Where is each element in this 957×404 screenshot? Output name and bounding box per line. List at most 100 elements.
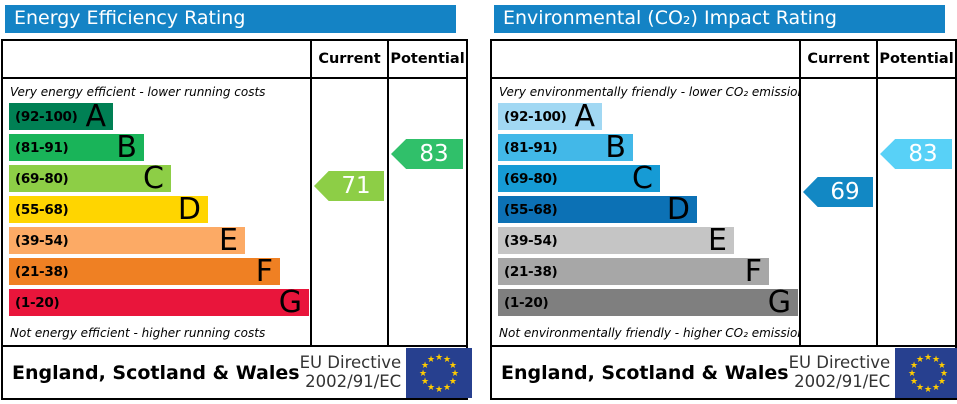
band-f: (21-38) F — [9, 254, 280, 289]
eu-directive-label: EU Directive 2002/91/EC — [299, 352, 402, 392]
panel-title: Environmental (CO₂) Impact Rating — [494, 5, 945, 33]
band-letter: A — [574, 99, 595, 134]
potential-rating-arrow: 83 — [391, 139, 463, 169]
bottom-caption: Not energy efficient - higher running co… — [10, 326, 266, 340]
band-b: (81-91) B — [498, 130, 633, 165]
table-header-row: Current Potential — [492, 41, 955, 79]
svg-text:★: ★ — [932, 355, 940, 365]
potential-column-header: Potential — [387, 41, 466, 77]
svg-text:★: ★ — [449, 361, 457, 371]
rating-table: Current Potential Very energy efficient … — [1, 39, 473, 400]
svg-text:★: ★ — [908, 369, 916, 379]
svg-text:★: ★ — [910, 377, 918, 387]
band-range-label: (1-20) — [15, 294, 60, 311]
region-label: England, Scotland & Wales — [501, 361, 789, 384]
current-rating-value: 69 — [830, 179, 860, 205]
band-letter: F — [744, 254, 762, 289]
rating-bands: (92-100) A (81-91) B (69-80) C (55-68) — [3, 99, 310, 320]
band-letter: E — [708, 223, 727, 258]
eu-directive-label: EU Directive 2002/91/EC — [788, 352, 891, 392]
band-range-label: (92-100) — [15, 108, 78, 125]
svg-text:★: ★ — [940, 369, 948, 379]
svg-text:★: ★ — [435, 385, 443, 395]
band-range-label: (69-80) — [504, 170, 558, 187]
scale-header-cell — [3, 41, 310, 77]
rating-scale: Very energy efficient - lower running co… — [3, 79, 310, 345]
table-header-row: Current Potential — [3, 41, 466, 79]
band-g: (1-20) G — [498, 285, 798, 320]
potential-rating-value: 83 — [908, 141, 938, 167]
band-letter: D — [666, 192, 690, 227]
band-e: (39-54) E — [498, 223, 734, 258]
band-d: (55-68) D — [498, 192, 697, 227]
current-rating-value: 71 — [341, 173, 371, 199]
top-caption: Very energy efficient - lower running co… — [10, 85, 266, 99]
bottom-caption: Not environmentally friendly - higher CO… — [499, 326, 799, 340]
panel-title: Energy Efficiency Rating — [5, 5, 456, 33]
rating-table: Current Potential Very environmentally f… — [490, 39, 957, 400]
band-letter: G — [278, 285, 302, 320]
svg-text:★: ★ — [938, 377, 946, 387]
potential-rating-arrow: 83 — [880, 139, 952, 169]
potential-value-cell: 83 — [876, 79, 955, 345]
svg-text:★: ★ — [427, 382, 435, 392]
band-e: (39-54) E — [9, 223, 245, 258]
band-letter: E — [219, 223, 238, 258]
svg-text:★: ★ — [924, 353, 932, 363]
band-range-label: (39-54) — [504, 232, 558, 249]
band-letter: B — [116, 130, 137, 165]
band-letter: A — [85, 99, 106, 134]
svg-text:★: ★ — [449, 377, 457, 387]
svg-text:★: ★ — [443, 382, 451, 392]
band-letter: B — [605, 130, 626, 165]
eu-directive-line1: EU Directive — [788, 352, 891, 372]
table-footer: England, Scotland & Wales EU Directive 2… — [3, 345, 473, 398]
band-a: (92-100) A — [498, 99, 602, 134]
band-letter: G — [767, 285, 791, 320]
band-range-label: (21-38) — [504, 263, 558, 280]
svg-text:★: ★ — [427, 355, 435, 365]
band-range-label: (69-80) — [15, 170, 69, 187]
eu-flag-icon: ★ ★ ★★ ★★ ★★ ★★ ★★ — [895, 347, 957, 398]
band-f: (21-38) F — [498, 254, 769, 289]
svg-text:★: ★ — [910, 361, 918, 371]
current-value-cell: 69 — [799, 79, 876, 345]
svg-text:★: ★ — [916, 355, 924, 365]
scale-header-cell — [492, 41, 799, 77]
energy-efficiency-panel: Energy Efficiency Rating Current Potenti… — [0, 0, 473, 404]
eu-directive-line1: EU Directive — [299, 352, 402, 372]
band-letter: D — [177, 192, 201, 227]
svg-text:★: ★ — [421, 361, 429, 371]
region-label: England, Scotland & Wales — [12, 361, 300, 384]
band-c: (69-80) C — [498, 161, 660, 196]
band-range-label: (92-100) — [504, 108, 567, 125]
band-range-label: (39-54) — [15, 232, 69, 249]
current-rating-arrow: 69 — [803, 177, 873, 207]
band-d: (55-68) D — [9, 192, 208, 227]
svg-text:★: ★ — [932, 382, 940, 392]
potential-column-header: Potential — [876, 41, 955, 77]
band-range-label: (55-68) — [504, 201, 558, 218]
band-range-label: (55-68) — [15, 201, 69, 218]
band-range-label: (1-20) — [504, 294, 549, 311]
band-a: (92-100) A — [9, 99, 113, 134]
svg-text:★: ★ — [916, 382, 924, 392]
current-column-header: Current — [799, 41, 876, 77]
current-rating-arrow: 71 — [314, 171, 384, 201]
potential-rating-value: 83 — [419, 141, 449, 167]
svg-text:★: ★ — [938, 361, 946, 371]
rating-scale: Very environmentally friendly - lower CO… — [492, 79, 799, 345]
band-g: (1-20) G — [9, 285, 309, 320]
band-letter: C — [632, 161, 653, 196]
eu-flag-icon: ★ ★ ★★ ★★ ★★ ★★ ★★ — [406, 347, 473, 398]
band-letter: F — [255, 254, 273, 289]
band-b: (81-91) B — [9, 130, 144, 165]
current-column-header: Current — [310, 41, 387, 77]
band-range-label: (81-91) — [504, 139, 558, 156]
environmental-impact-panel: Environmental (CO₂) Impact Rating Curren… — [489, 0, 957, 404]
band-letter: C — [143, 161, 164, 196]
band-c: (69-80) C — [9, 161, 171, 196]
rating-bands: (92-100) A (81-91) B (69-80) C (55-68) — [492, 99, 799, 320]
rating-scale-body: Very energy efficient - lower running co… — [3, 79, 466, 345]
